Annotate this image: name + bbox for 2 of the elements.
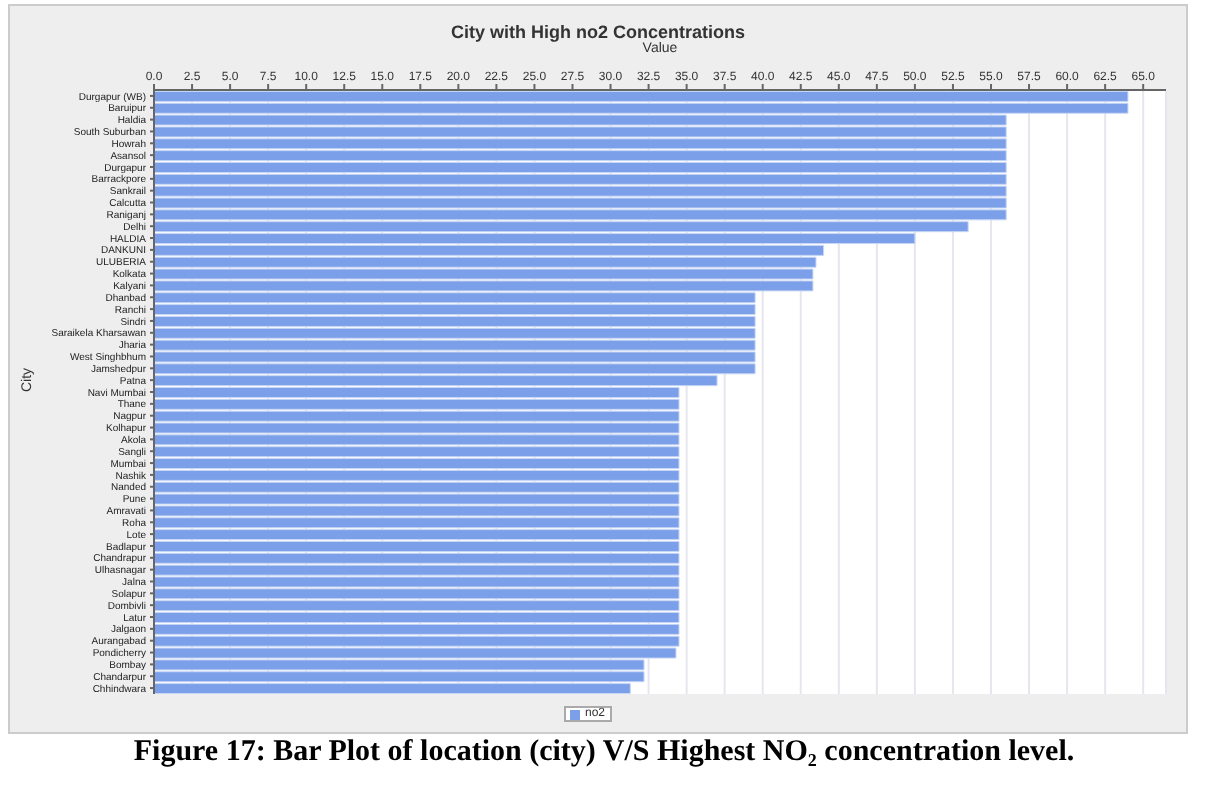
chart-title: City with High no2 Concentrations	[448, 22, 747, 42]
caption: Figure 17: Bar Plot of location (city) V/S Highest NO₂ concentration level.	[131, 736, 1077, 770]
